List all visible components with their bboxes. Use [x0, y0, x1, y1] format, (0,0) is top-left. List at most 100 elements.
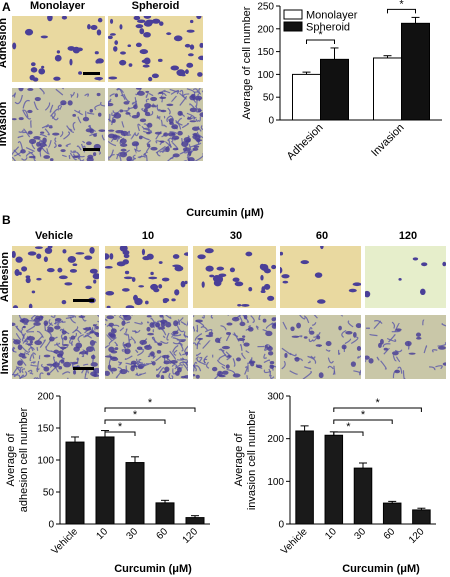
b-adhesion-y-axis-label: Average of: [5, 433, 17, 487]
micrograph-texture: [105, 315, 188, 379]
a-y-tick-label: 100: [257, 70, 274, 81]
b-adhesion-significance-bracket: [104, 431, 136, 436]
chart-b-invasion: 0 100 200 300 Vehicle 10 30 60 120 * * * Curcumin (μ…: [233, 392, 436, 575]
b-invasion-y-tick-label: 0: [278, 520, 284, 531]
a-y-axis-label: Average of cell number: [241, 6, 253, 119]
row-label-adhesion: Adhesion: [0, 17, 9, 69]
chart-b-adhesion: 0 50 100 150 200 Vehicle 10 30 60 120 * * * Curcumin …: [5, 392, 210, 575]
b-adhesion-x-tick-label: 30: [124, 526, 140, 542]
a-legend-swatch-monolayer: [283, 9, 303, 20]
micrograph-b-vehicle-adhesion: [12, 246, 99, 308]
scale-bar: [83, 72, 100, 75]
b-adhesion-bar-vehicle: [65, 441, 85, 525]
b-invasion-x-tick-label: Vehicle: [279, 526, 310, 557]
a-legend-label-spheroid: Spheroid: [306, 22, 350, 34]
b-adhesion-x-axis-label: Curcumin (μM): [114, 563, 192, 575]
micrograph-texture: [193, 246, 276, 308]
row-label-adhesion: Adhesion: [0, 251, 11, 303]
b-invasion-x-tick-label: 60: [382, 526, 398, 542]
a-significance-bracket: [306, 39, 335, 44]
b-invasion-x-tick-label: 10: [323, 526, 339, 542]
b-invasion-y-tick-label: 100: [267, 477, 284, 488]
micrograph-b-120-adhesion: [365, 246, 446, 308]
micrograph-a-spheroid-adhesion: [108, 16, 203, 82]
b-adhesion-x-tick-label: Vehicle: [50, 526, 81, 557]
chart-a-cell-number: 0 50 100 150 200 250 * Adhesion * Invasion Average…: [241, 0, 442, 163]
a-y-tick-label: 200: [257, 24, 274, 35]
b-adhesion-x-tick-label: 60: [154, 526, 170, 542]
b-adhesion-significance-bracket-star: *: [118, 421, 123, 433]
b-invasion-y-axis-label: Average of: [233, 433, 245, 487]
b-invasion-x-tick-label: 120: [407, 526, 427, 546]
b-invasion-bar-vehicle: [295, 430, 314, 525]
col-label-60: 60: [315, 230, 329, 242]
micrograph-texture: [193, 315, 276, 379]
col-label-10: 10: [141, 230, 155, 242]
micrograph-texture: [365, 315, 446, 379]
b-adhesion-y-tick-label: 200: [37, 392, 54, 403]
micrograph-texture: [280, 315, 361, 379]
micrograph-texture: [12, 16, 105, 82]
micrograph-a-spheroid-invasion: [108, 88, 203, 161]
scale-bar: [73, 367, 94, 370]
micrograph-b-60-adhesion: [280, 246, 361, 308]
b-adhesion-x-tick-label: 10: [94, 526, 110, 542]
b-adhesion-y-axis-label: adhesion cell number: [18, 407, 30, 512]
b-adhesion-y-tick-label: 50: [43, 488, 55, 499]
micrograph-texture: [280, 246, 361, 308]
micrograph-texture: [108, 16, 203, 82]
b-adhesion-significance-bracket-star: *: [148, 397, 153, 409]
micrograph-b-60-invasion: [280, 315, 361, 379]
b-adhesion-bar-30: [125, 462, 145, 525]
micrograph-b-30-adhesion: [193, 246, 276, 308]
b-invasion-x-axis-label: Curcumin (μM): [342, 563, 420, 575]
a-bar-monolayer-invasion: [373, 57, 402, 121]
micrograph-b-10-adhesion: [105, 246, 188, 308]
col-label-vehicle: Vehicle: [35, 230, 73, 242]
a-significance-bracket-star: *: [399, 0, 404, 10]
b-invasion-y-tick-label: 300: [267, 392, 284, 403]
b-invasion-y-tick-label: 200: [267, 434, 284, 445]
micrograph-b-120-invasion: [365, 315, 446, 379]
curcumin-header: Curcumin (μM): [186, 207, 264, 219]
a-bar-spheroid-invasion: [401, 22, 430, 121]
scale-bar: [83, 148, 100, 151]
b-adhesion-significance-bracket: [104, 407, 196, 412]
b-invasion-y-axis-label: invasion cell number: [246, 410, 258, 511]
b-invasion-bar-10: [324, 434, 344, 525]
col-label-30: 30: [229, 230, 243, 242]
b-invasion-significance-bracket: [333, 407, 422, 412]
b-invasion-bar-30: [353, 467, 373, 525]
b-adhesion-y-tick-label: 0: [48, 520, 54, 531]
b-invasion-bar-120: [412, 509, 431, 525]
b-invasion-significance-bracket: [333, 419, 393, 424]
scale-bar: [73, 299, 94, 302]
b-adhesion-bar-10: [95, 436, 115, 525]
micrograph-texture: [12, 88, 105, 161]
b-invasion-x-tick-label: 30: [352, 526, 368, 542]
a-bar-spheroid-adhesion: [320, 58, 349, 121]
micrograph-b-30-invasion: [193, 315, 276, 379]
panel-a-letter: A: [2, 0, 11, 14]
b-adhesion-bar-120: [185, 517, 205, 525]
micrograph-texture: [108, 88, 203, 161]
micrograph-texture: [12, 246, 99, 308]
panel-b-letter: B: [2, 213, 11, 227]
b-invasion-significance-bracket-star: *: [361, 409, 366, 421]
a-significance-bracket-star: *: [318, 29, 323, 41]
a-legend-label-monolayer: Monolayer: [306, 10, 358, 22]
b-invasion-significance-bracket-star: *: [346, 421, 351, 433]
b-adhesion-x-tick-label: 120: [181, 526, 201, 546]
b-adhesion-y-tick-label: 150: [37, 424, 54, 435]
a-significance-bracket: [387, 8, 416, 14]
a-x-tick-label: Invasion: [369, 122, 406, 159]
b-invasion-significance-bracket: [333, 431, 364, 436]
b-adhesion-y-tick-label: 100: [37, 456, 54, 467]
col-label-spheroid: Spheroid: [131, 0, 180, 12]
row-label-invasion: Invasion: [0, 101, 9, 147]
b-invasion-significance-bracket-star: *: [375, 397, 380, 409]
micrograph-texture: [365, 246, 446, 308]
b-adhesion-bar-60: [155, 502, 175, 525]
a-y-tick-label: 150: [257, 47, 274, 58]
b-adhesion-significance-bracket-star: *: [133, 409, 138, 421]
